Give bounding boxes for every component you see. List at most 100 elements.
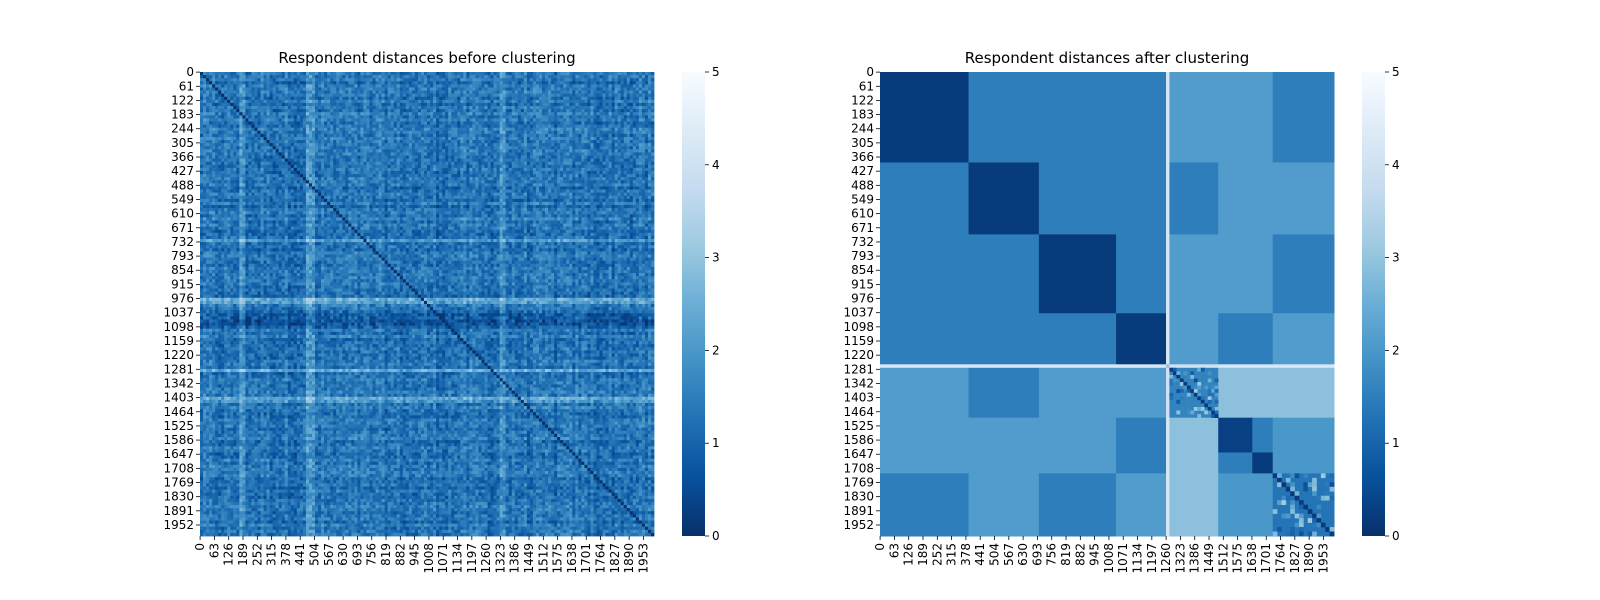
heatmap-cell [200, 87, 203, 90]
heatmap-cell [224, 149, 227, 152]
heatmap-cell [236, 115, 239, 118]
heatmap-cell [512, 152, 515, 155]
heatmap-cell [227, 84, 230, 87]
heatmap-cell [536, 103, 539, 106]
heatmap-cell [512, 112, 515, 115]
heatmap-cell [406, 103, 409, 106]
heatmap-cell [388, 165, 391, 168]
heatmap-cell [282, 168, 285, 171]
heatmap-cell [624, 152, 627, 155]
heatmap-cell [494, 72, 497, 75]
heatmap-cell [609, 165, 612, 168]
heatmap-cell [427, 128, 430, 131]
heatmap-cell [239, 75, 242, 78]
heatmap-cell [569, 84, 572, 87]
heatmap-cell [469, 109, 472, 112]
heatmap-cell [587, 137, 590, 140]
heatmap-cell [554, 94, 557, 97]
heatmap-cell [621, 159, 624, 162]
heatmap-cell [524, 118, 527, 121]
heatmap-cell [339, 87, 342, 90]
heatmap-cell [615, 112, 618, 115]
heatmap-cell [363, 162, 366, 165]
heatmap-cell [430, 94, 433, 97]
heatmap-cell [460, 168, 463, 171]
heatmap-cell [497, 109, 500, 112]
heatmap-cell [300, 174, 303, 177]
heatmap-cell [621, 81, 624, 84]
heatmap-cell [363, 112, 366, 115]
heatmap-cell [651, 168, 654, 171]
heatmap-cell [218, 174, 221, 177]
heatmap-cell [481, 103, 484, 106]
heatmap-cell [497, 125, 500, 128]
heatmap-cell [624, 146, 627, 149]
heatmap-cell [491, 84, 494, 87]
heatmap-cell [439, 109, 442, 112]
heatmap-cell [357, 97, 360, 100]
heatmap-cell [618, 125, 621, 128]
heatmap-cell [373, 72, 376, 75]
heatmap-cell [587, 97, 590, 100]
heatmap-cell [321, 131, 324, 134]
heatmap-cell [542, 171, 545, 174]
heatmap-cell [421, 146, 424, 149]
heatmap-cell [315, 134, 318, 137]
heatmap-cell [466, 97, 469, 100]
heatmap-cell [400, 152, 403, 155]
heatmap-cell [258, 149, 261, 152]
heatmap-cell [391, 162, 394, 165]
heatmap-cell [433, 75, 436, 78]
heatmap-cell [345, 75, 348, 78]
heatmap-cell [633, 109, 636, 112]
heatmap-cell [627, 112, 630, 115]
heatmap-cell [327, 162, 330, 165]
heatmap-cell [506, 94, 509, 97]
heatmap-cell [321, 91, 324, 94]
heatmap-cell [451, 94, 454, 97]
heatmap-cell [254, 137, 257, 140]
heatmap-cell [494, 97, 497, 100]
heatmap-cell [439, 137, 442, 140]
heatmap-cell [318, 137, 321, 140]
heatmap-cell [345, 134, 348, 137]
heatmap-cell [466, 118, 469, 121]
heatmap-cell [575, 106, 578, 109]
heatmap-cell [639, 91, 642, 94]
heatmap-cell [324, 134, 327, 137]
heatmap-cell [500, 84, 503, 87]
heatmap-cell [239, 100, 242, 103]
heatmap-cell [270, 115, 273, 118]
heatmap-cell [258, 109, 261, 112]
heatmap-cell [409, 97, 412, 100]
heatmap-cell [430, 156, 433, 159]
heatmap-cell [557, 75, 560, 78]
heatmap-cell [645, 100, 648, 103]
heatmap-cell [376, 168, 379, 171]
heatmap-cell [560, 137, 563, 140]
heatmap-cell [536, 171, 539, 174]
heatmap-cell [460, 109, 463, 112]
heatmap-cell [373, 112, 376, 115]
heatmap-cell [233, 125, 236, 128]
heatmap-cell [418, 168, 421, 171]
heatmap-cell [294, 109, 297, 112]
heatmap-cell [460, 115, 463, 118]
heatmap-cell [354, 103, 357, 106]
heatmap-cell [382, 128, 385, 131]
heatmap-cell [533, 137, 536, 140]
heatmap-cell [454, 137, 457, 140]
heatmap-cell [521, 159, 524, 162]
heatmap-cell [451, 78, 454, 81]
heatmap-cell [648, 121, 651, 124]
heatmap-cell [645, 171, 648, 174]
heatmap-cell [345, 137, 348, 140]
heatmap-cell [554, 134, 557, 137]
heatmap-cell [242, 134, 245, 137]
heatmap-cell [345, 165, 348, 168]
heatmap-cell [327, 100, 330, 103]
heatmap-cell [297, 121, 300, 124]
heatmap-cell [596, 87, 599, 90]
heatmap-cell [236, 112, 239, 115]
